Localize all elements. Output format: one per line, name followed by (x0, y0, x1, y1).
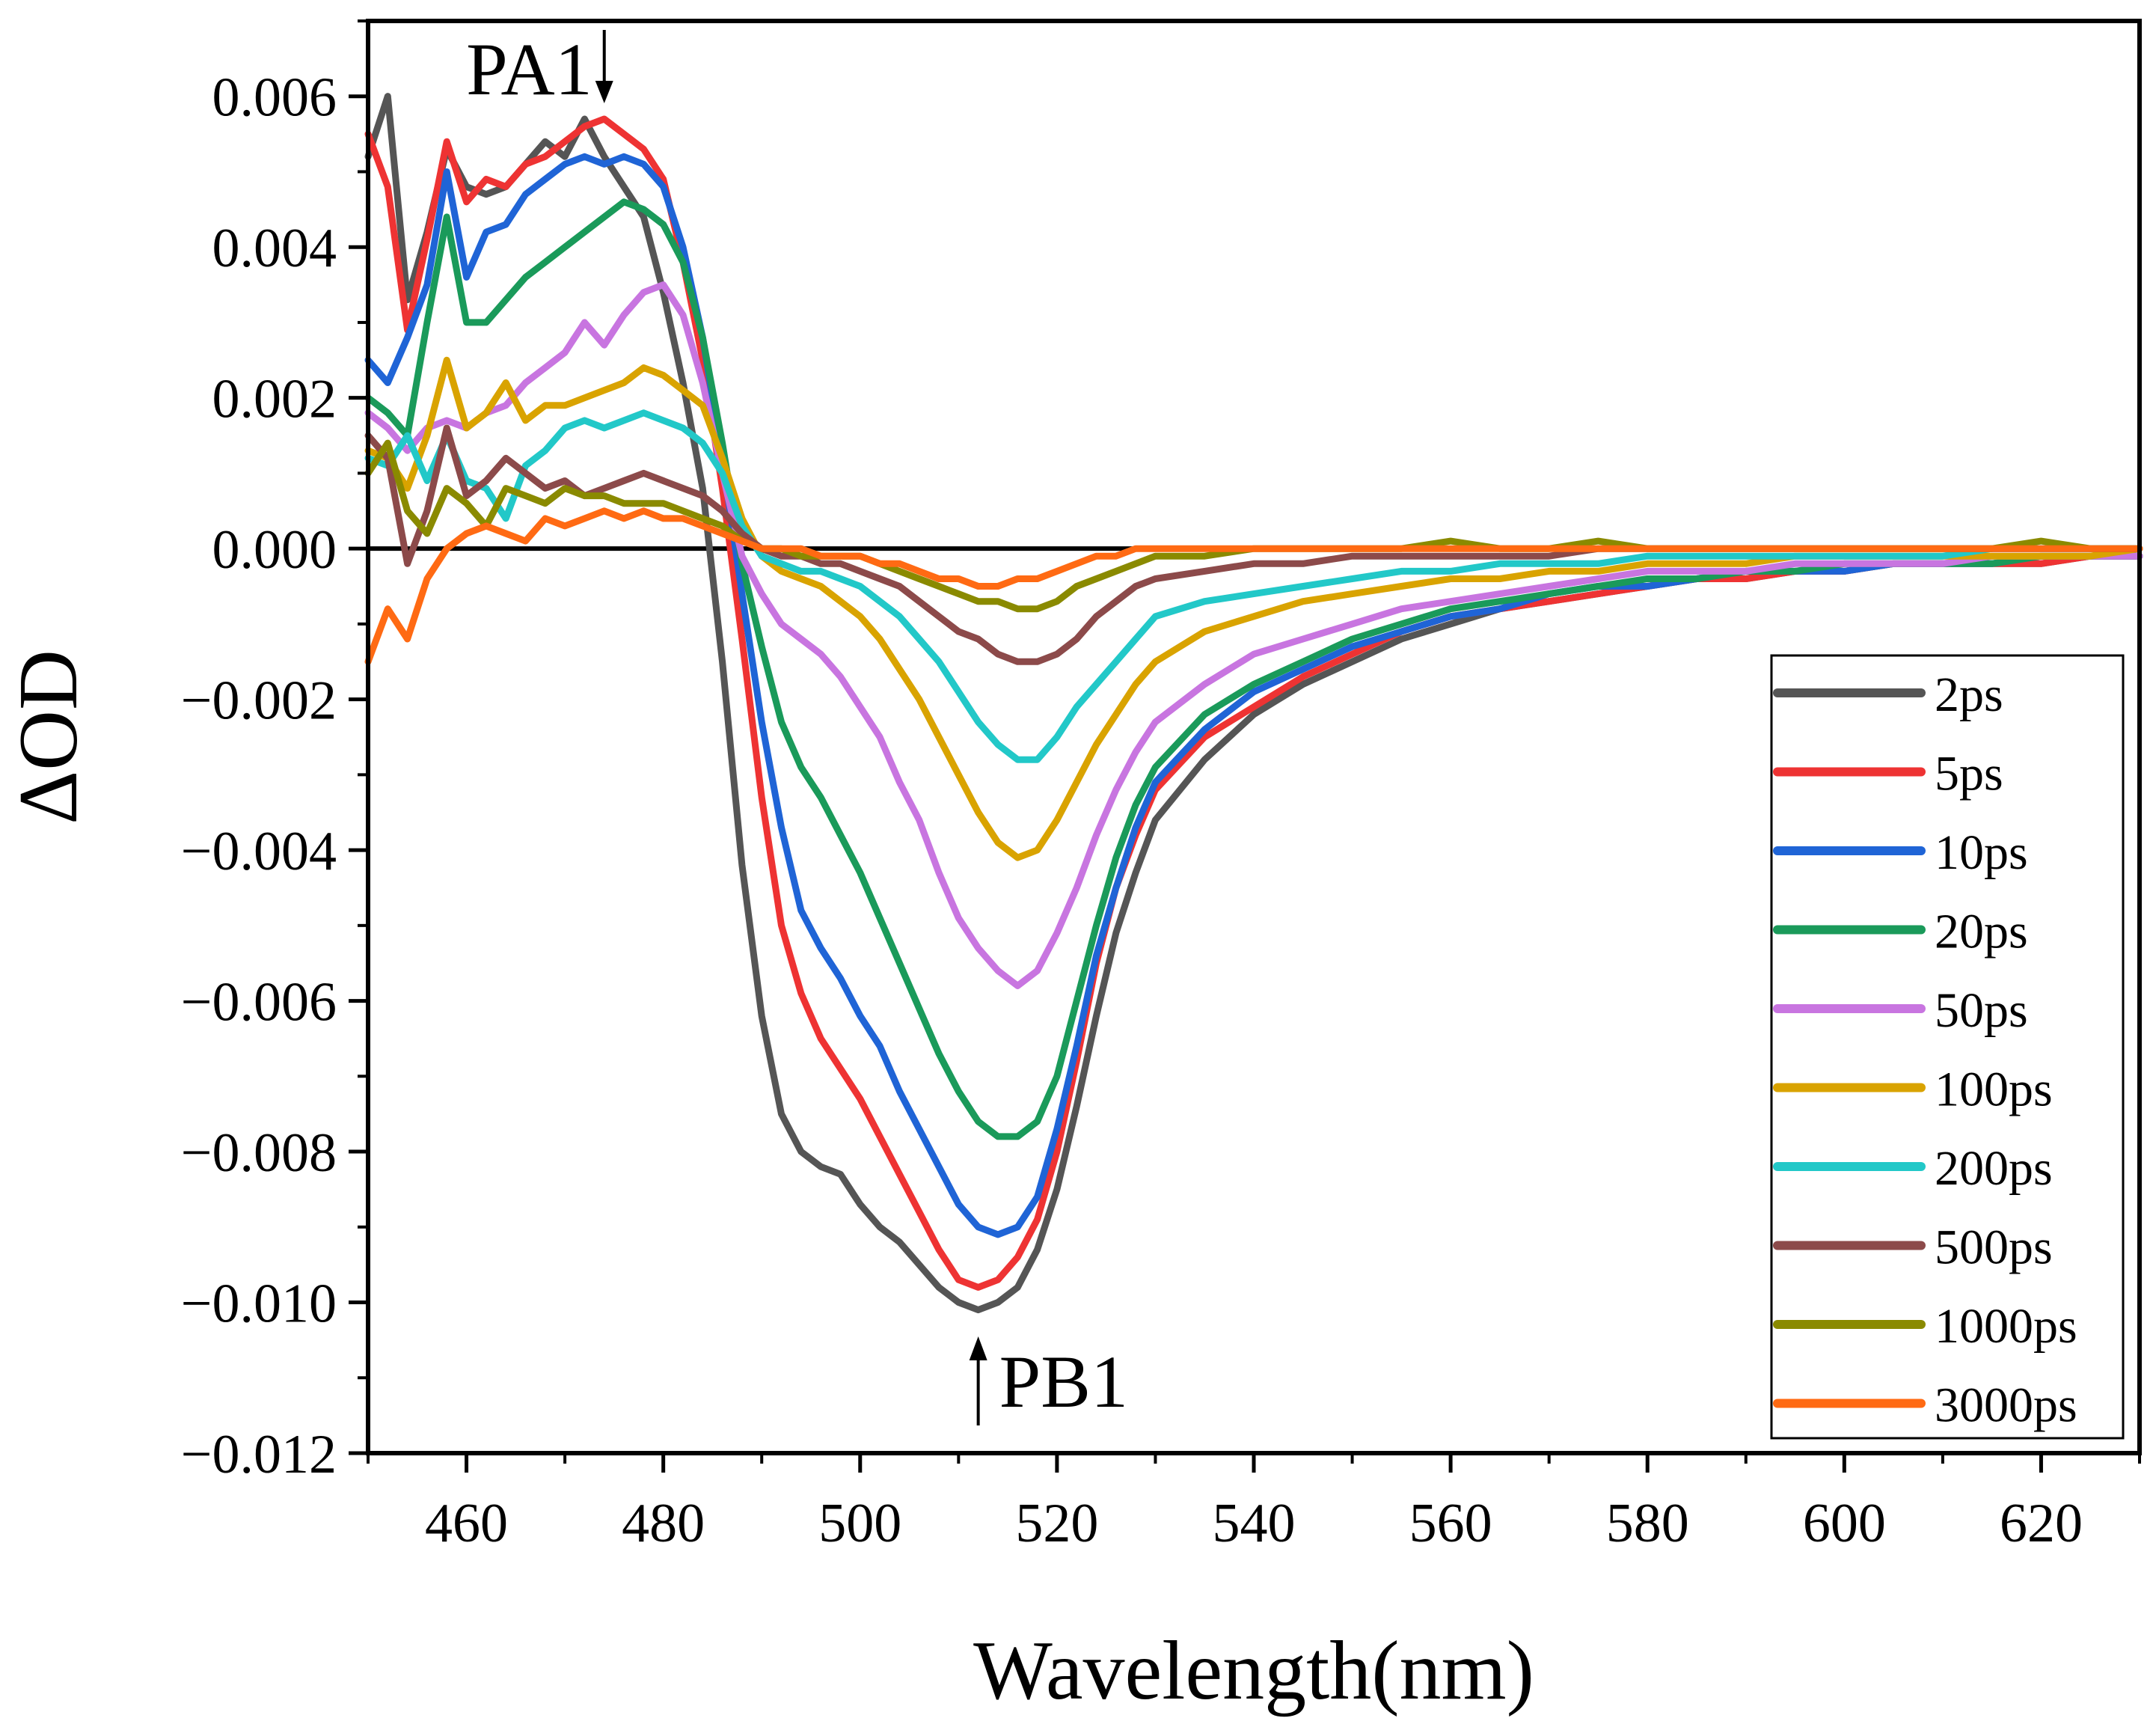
y-tick-label: 0.006 (212, 67, 337, 129)
legend-box (1770, 654, 2125, 1440)
y-tick-label: −0.004 (181, 821, 337, 882)
legend-label-100ps: 100ps (1935, 1063, 2053, 1117)
x-tick-label: 540 (1213, 1493, 1296, 1554)
x-tick-label: 520 (1015, 1493, 1098, 1554)
pa1-arrow-head (595, 81, 613, 103)
legend-label-10ps: 10ps (1935, 825, 2028, 880)
x-axis-title: Wavelength(nm) (973, 1624, 1534, 1717)
series-line-3000ps (364, 507, 2143, 665)
y-tick-label: −0.010 (181, 1274, 337, 1335)
y-tick-label: 0.002 (212, 369, 337, 430)
legend-label-500ps: 500ps (1935, 1220, 2053, 1275)
y-tick-label: −0.008 (181, 1122, 337, 1184)
series-layer (364, 93, 2143, 1314)
annotation-layer: PA1 PB1 (466, 28, 1128, 1425)
series-line-50ps (364, 281, 2143, 989)
x-tick-label: 460 (425, 1493, 508, 1554)
x-tick-label: 580 (1606, 1493, 1689, 1554)
legend-label-1000ps: 1000ps (1935, 1299, 2077, 1354)
x-tick-label: 500 (818, 1493, 901, 1554)
y-tick-label: −0.012 (181, 1424, 337, 1485)
y-tick-label: −0.006 (181, 972, 337, 1033)
legend-label-50ps: 50ps (1935, 983, 2028, 1038)
series-line-20ps (364, 198, 2143, 1140)
y-tick-label: 0.004 (212, 218, 337, 279)
x-tick-label: 560 (1409, 1493, 1492, 1554)
pb1-arrow-head (969, 1336, 987, 1360)
legend-label-2ps: 2ps (1935, 667, 2003, 722)
series-line-10ps (364, 153, 2143, 1238)
y-axis-title: ΔOD (2, 649, 95, 825)
pb1-label: PB1 (999, 1340, 1128, 1423)
legend-label-200ps: 200ps (1935, 1141, 2053, 1196)
x-tick-label: 600 (1803, 1493, 1886, 1554)
series-line-200ps (364, 409, 2143, 763)
legend-label-20ps: 20ps (1935, 905, 2028, 959)
pa1-label: PA1 (466, 28, 592, 111)
x-tick-label: 620 (2000, 1493, 2083, 1554)
legend-label-5ps: 5ps (1935, 747, 2003, 801)
series-line-100ps (364, 356, 2143, 861)
y-tick-label: 0.000 (212, 519, 337, 581)
legend-label-3000ps: 3000ps (1935, 1378, 2077, 1433)
legend: 2ps 5ps 10ps 20ps 50ps 100ps 200ps 500ps 1000ps 3… (1770, 654, 2125, 1440)
x-tick-label: 480 (622, 1493, 705, 1554)
ticks-layer: 460 480 500 520 540 560 580 600 620 0.006 0.004 0.0… (181, 19, 2141, 1554)
y-tick-label: −0.002 (181, 670, 337, 732)
